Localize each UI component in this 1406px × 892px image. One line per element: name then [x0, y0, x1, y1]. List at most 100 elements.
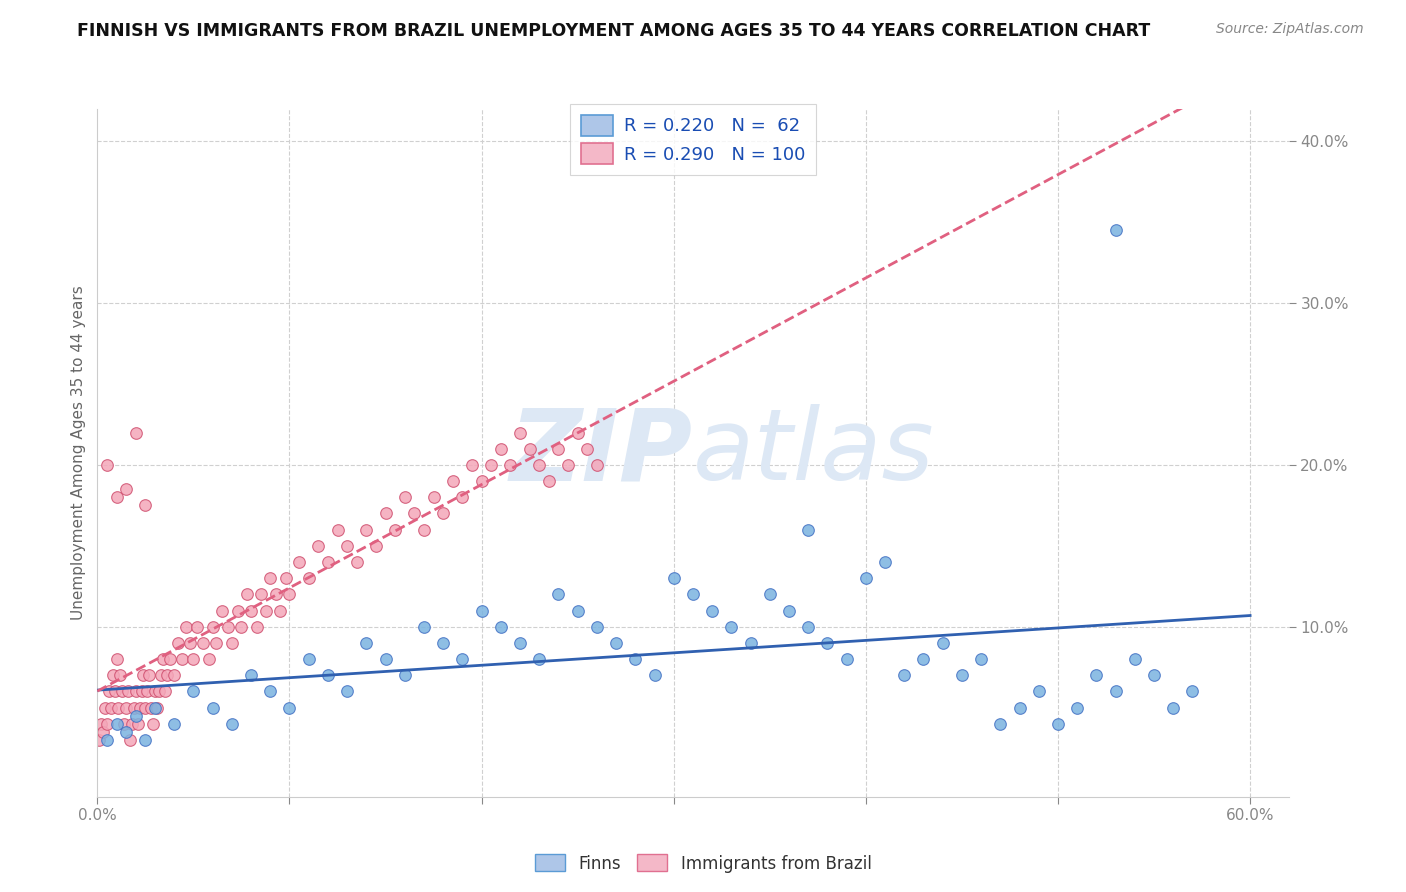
- Point: [451, 652, 474, 666]
- Point: [893, 668, 915, 682]
- Point: [101, 668, 124, 682]
- Point: [702, 603, 724, 617]
- Legend: R = 0.220   N =  62, R = 0.290   N = 100: R = 0.220 N = 62, R = 0.290 N = 100: [569, 104, 815, 175]
- Point: [191, 636, 214, 650]
- Point: [121, 716, 143, 731]
- Point: [441, 474, 464, 488]
- Point: [499, 458, 522, 472]
- Point: [110, 668, 132, 682]
- Point: [489, 442, 512, 456]
- Point: [269, 603, 291, 617]
- Point: [231, 620, 253, 634]
- Point: [374, 652, 396, 666]
- Point: [259, 571, 281, 585]
- Legend: Finns, Immigrants from Brazil: Finns, Immigrants from Brazil: [527, 847, 879, 880]
- Point: [740, 636, 762, 650]
- Point: [128, 700, 150, 714]
- Point: [167, 636, 190, 650]
- Point: [873, 555, 896, 569]
- Point: [336, 539, 359, 553]
- Point: [1008, 700, 1031, 714]
- Point: [835, 652, 858, 666]
- Point: [211, 603, 233, 617]
- Point: [356, 636, 378, 650]
- Point: [912, 652, 935, 666]
- Point: [326, 523, 349, 537]
- Point: [96, 733, 118, 747]
- Point: [118, 733, 141, 747]
- Point: [100, 700, 122, 714]
- Point: [240, 603, 263, 617]
- Point: [336, 684, 359, 698]
- Point: [278, 700, 301, 714]
- Point: [221, 636, 243, 650]
- Point: [567, 603, 589, 617]
- Point: [122, 700, 145, 714]
- Point: [519, 442, 541, 456]
- Point: [97, 684, 120, 698]
- Point: [221, 716, 243, 731]
- Point: [1066, 700, 1088, 714]
- Point: [201, 700, 224, 714]
- Point: [1181, 684, 1204, 698]
- Point: [988, 716, 1011, 731]
- Point: [89, 733, 111, 747]
- Point: [298, 571, 321, 585]
- Point: [155, 668, 177, 682]
- Point: [170, 652, 193, 666]
- Point: [264, 587, 287, 601]
- Point: [547, 587, 569, 601]
- Point: [364, 539, 387, 553]
- Point: [259, 684, 281, 698]
- Point: [316, 668, 339, 682]
- Point: [624, 652, 647, 666]
- Text: Source: ZipAtlas.com: Source: ZipAtlas.com: [1216, 22, 1364, 37]
- Point: [682, 587, 704, 601]
- Point: [557, 458, 579, 472]
- Point: [142, 716, 165, 731]
- Point: [529, 458, 551, 472]
- Point: [152, 652, 174, 666]
- Point: [179, 636, 201, 650]
- Point: [115, 482, 138, 496]
- Point: [240, 668, 263, 682]
- Point: [163, 668, 186, 682]
- Point: [1143, 668, 1166, 682]
- Point: [143, 684, 166, 698]
- Point: [855, 571, 877, 585]
- Point: [797, 620, 820, 634]
- Point: [104, 684, 127, 698]
- Point: [451, 491, 474, 505]
- Point: [720, 620, 742, 634]
- Text: FINNISH VS IMMIGRANTS FROM BRAZIL UNEMPLOYMENT AMONG AGES 35 TO 44 YEARS CORRELA: FINNISH VS IMMIGRANTS FROM BRAZIL UNEMPL…: [77, 22, 1150, 40]
- Point: [394, 668, 416, 682]
- Point: [127, 716, 149, 731]
- Point: [509, 425, 531, 440]
- Point: [346, 555, 368, 569]
- Point: [94, 700, 117, 714]
- Point: [186, 620, 208, 634]
- Point: [1046, 716, 1069, 731]
- Point: [146, 700, 169, 714]
- Point: [236, 587, 259, 601]
- Point: [432, 636, 454, 650]
- Point: [201, 620, 224, 634]
- Point: [107, 700, 129, 714]
- Point: [134, 700, 156, 714]
- Point: [288, 555, 311, 569]
- Y-axis label: Unemployment Among Ages 35 to 44 years: Unemployment Among Ages 35 to 44 years: [72, 285, 86, 620]
- Point: [149, 668, 172, 682]
- Point: [132, 668, 155, 682]
- Point: [90, 716, 112, 731]
- Point: [1123, 652, 1146, 666]
- Text: atlas: atlas: [693, 404, 935, 501]
- Point: [105, 491, 128, 505]
- Point: [413, 523, 436, 537]
- Point: [422, 491, 444, 505]
- Point: [138, 668, 160, 682]
- Point: [356, 523, 378, 537]
- Point: [111, 684, 134, 698]
- Point: [758, 587, 780, 601]
- Point: [950, 668, 973, 682]
- Point: [217, 620, 239, 634]
